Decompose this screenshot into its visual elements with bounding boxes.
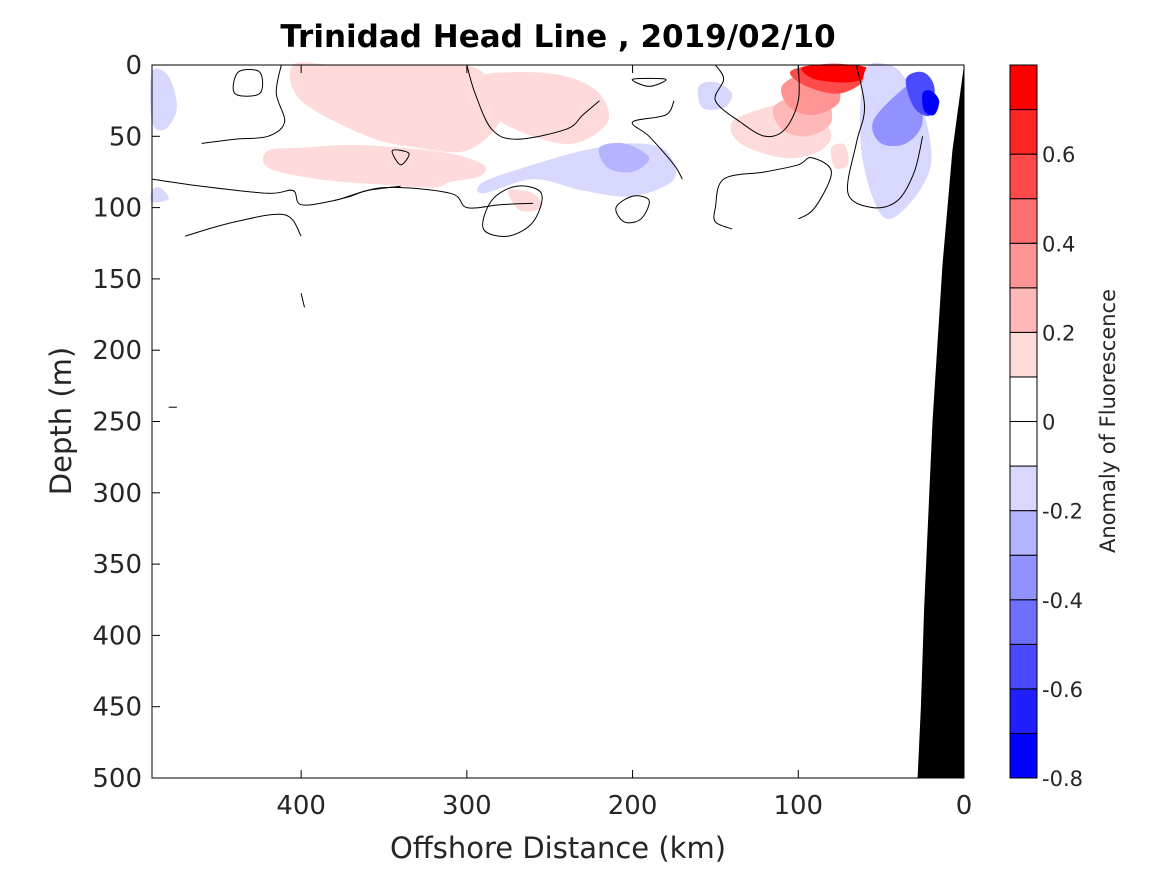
zero-contour-4 (201, 64, 286, 144)
colorbar-band-8 (1009, 376, 1038, 422)
colorbar-band-13 (1009, 153, 1038, 200)
colorbar-band-5 (1009, 510, 1038, 556)
zero-contour-15 (846, 64, 924, 209)
colorbar-band-10 (1009, 287, 1038, 333)
colorbar-band-12 (1009, 198, 1038, 244)
y-tick-label-500: 500 (92, 764, 142, 794)
y-tick-label-150: 150 (92, 265, 142, 295)
colorbar: -0.8 -0.6 -0.4 -0.2 0 0.2 0.4 0.6 Anomaly of Fl… (1009, 64, 1120, 791)
anomaly-patch-3 (507, 189, 542, 212)
anomaly-patch-0 (262, 144, 487, 188)
x-axis-label: Offshore Distance (km) (390, 831, 726, 865)
y-axis-label: Depth (m) (44, 347, 78, 495)
colorbar-tick-label-5: 0.2 (1042, 321, 1075, 345)
colorbar-tick-label-7: 0.6 (1042, 143, 1075, 167)
zero-contour-13 (714, 64, 800, 138)
zero-contour-12 (631, 77, 667, 87)
colorbar-tick-label-3: -0.2 (1042, 500, 1083, 524)
colorbar-ticks: -0.8 -0.6 -0.4 -0.2 0 0.2 0.4 0.6 (1031, 143, 1083, 791)
y-tick-label-250: 250 (92, 408, 142, 438)
x-axis: 400 300 200 100 0 (276, 65, 972, 821)
x-tick-label-200: 200 (608, 791, 658, 821)
zero-contour-8 (391, 149, 410, 166)
colorbar-band-2 (1009, 643, 1038, 690)
zero-contour-5 (232, 68, 264, 97)
plot-area (150, 62, 965, 779)
y-tick-label-0: 0 (125, 51, 142, 81)
anomaly-fill-layer (150, 62, 940, 219)
colorbar-band-15 (1009, 64, 1038, 111)
colorbar-tick-label-6: 0.4 (1042, 232, 1075, 256)
y-tick-label-300: 300 (92, 479, 142, 509)
zero-contour-1 (184, 213, 302, 237)
anomaly-patch-16 (922, 90, 940, 116)
zero-contour-14 (713, 157, 832, 230)
bathymetry-layer (917, 65, 964, 778)
colorbar-tick-label-2: -0.4 (1042, 589, 1083, 613)
y-tick-label-200: 200 (92, 336, 142, 366)
x-tick-label-300: 300 (442, 791, 492, 821)
y-tick-label-50: 50 (109, 122, 142, 152)
x-tick-label-400: 400 (276, 791, 326, 821)
anomaly-patch-17 (150, 68, 177, 131)
colorbar-tick-label-0: -0.8 (1042, 767, 1083, 791)
y-tick-label-100: 100 (92, 194, 142, 224)
x-tick-label-0: 0 (956, 791, 973, 821)
colorbar-label: Anomaly of Fluorescence (1096, 289, 1120, 553)
anomaly-patch-9 (830, 143, 849, 170)
colorbar-band-14 (1009, 109, 1038, 155)
zero-contour-6 (334, 185, 401, 201)
y-tick-label-450: 450 (92, 693, 142, 723)
y-tick-label-400: 400 (92, 621, 142, 651)
anomaly-patch-11 (598, 142, 650, 173)
colorbar-band-11 (1009, 242, 1038, 289)
colorbar-bands (1009, 64, 1038, 779)
colorbar-band-9 (1009, 331, 1038, 378)
anomaly-patch-14 (872, 84, 923, 147)
x-tick-label-100: 100 (773, 791, 823, 821)
y-axis: 0 50 100 150 200 250 300 350 400 450 500 (92, 51, 964, 794)
zero-contour-2 (300, 293, 305, 308)
colorbar-tick-label-4: 0 (1042, 411, 1055, 435)
colorbar-band-3 (1009, 599, 1038, 645)
zero-contour-10 (615, 195, 650, 224)
chart-title: Trinidad Head Line , 2019/02/10 (280, 19, 835, 55)
zero-contour-7 (466, 64, 600, 140)
colorbar-band-7 (1009, 421, 1038, 467)
bathymetry-wedge (917, 65, 964, 778)
zero-contour-9 (482, 185, 543, 237)
colorbar-band-0 (1009, 732, 1038, 779)
colorbar-tick-label-1: -0.6 (1042, 678, 1083, 702)
anomaly-patch-18 (150, 187, 169, 203)
anomaly-patch-1 (289, 62, 504, 153)
colorbar-band-6 (1009, 465, 1038, 512)
anomaly-patch-12 (697, 81, 733, 111)
colorbar-band-1 (1009, 688, 1038, 734)
anomaly-patch-2 (474, 72, 610, 145)
colorbar-band-4 (1009, 554, 1038, 601)
zero-contour-layer (151, 64, 924, 408)
zero-contour-11 (631, 100, 683, 180)
y-tick-label-350: 350 (92, 550, 142, 580)
anomaly-patch-8 (801, 64, 873, 83)
